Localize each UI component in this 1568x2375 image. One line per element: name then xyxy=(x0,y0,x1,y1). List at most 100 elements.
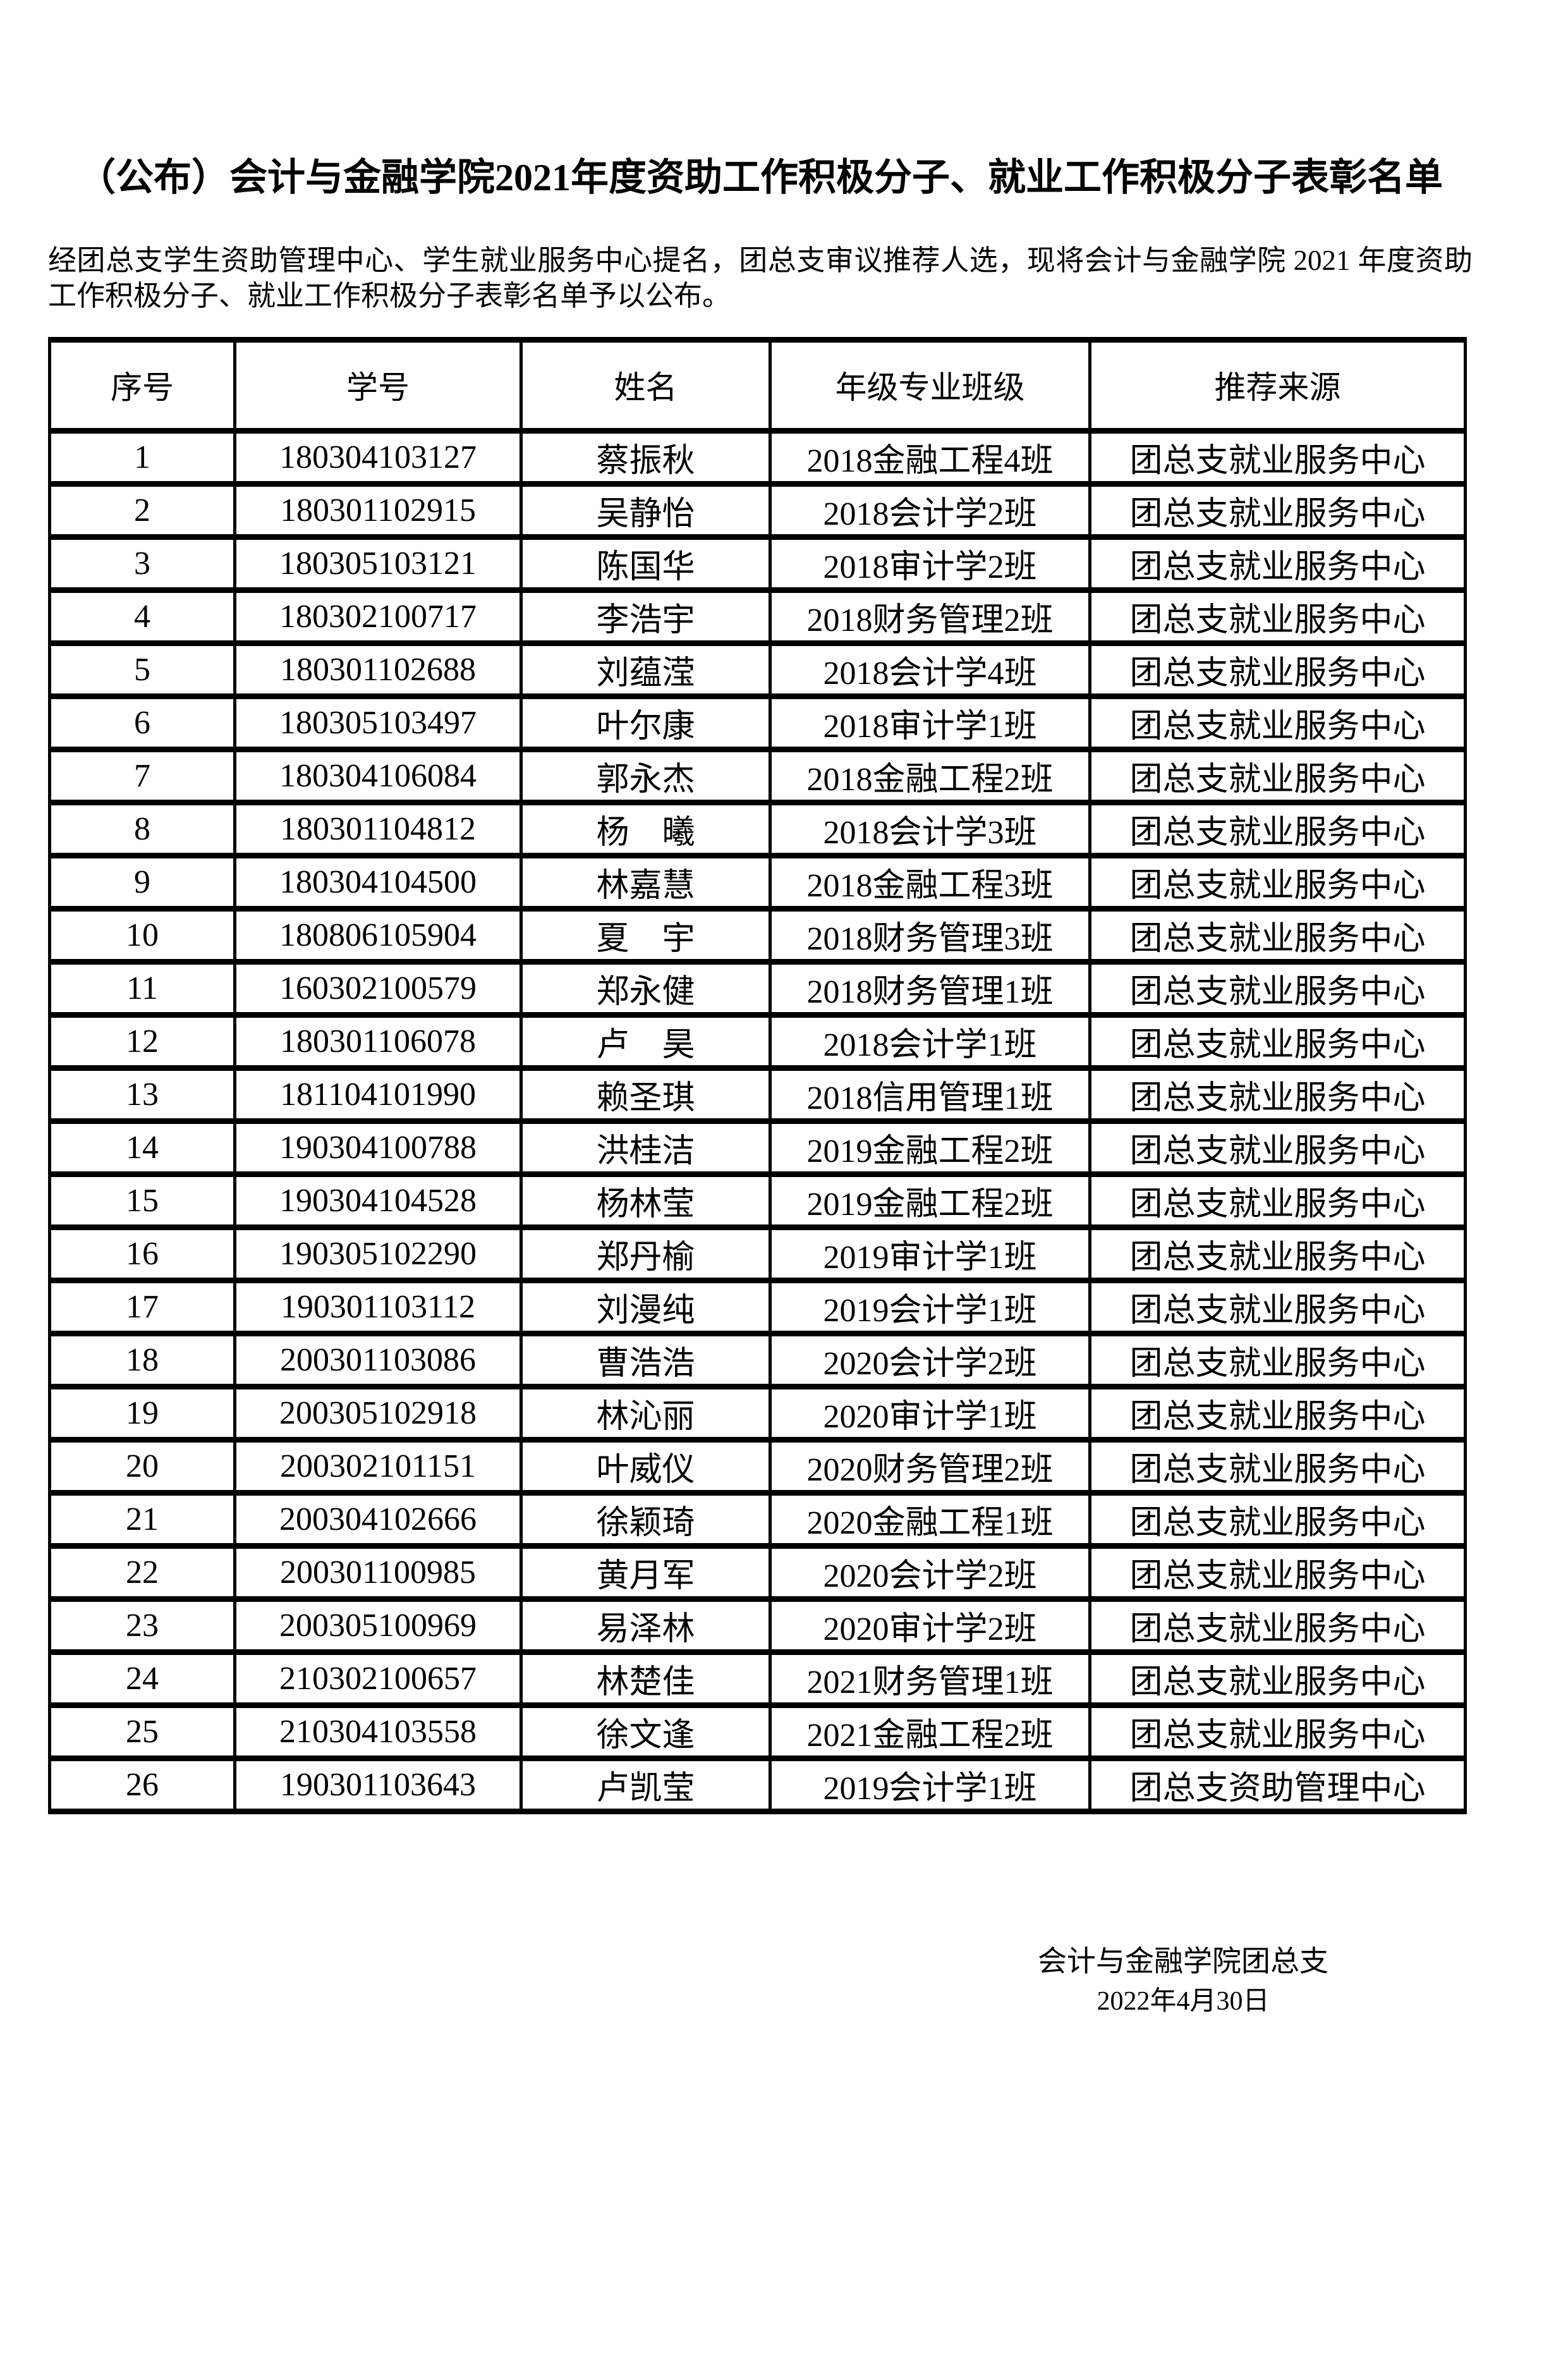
table-cell: 190304100788 xyxy=(233,1118,523,1177)
table-cell: 14 xyxy=(48,1118,236,1177)
table-cell: 团总支就业服务中心 xyxy=(1088,587,1467,646)
table-cell: 郑丹榆 xyxy=(520,1224,772,1283)
table-cell: 190301103112 xyxy=(233,1277,523,1336)
table-cell: 21 xyxy=(48,1489,236,1549)
table-cell: 200301103086 xyxy=(233,1330,523,1389)
table-cell: 2020审计学2班 xyxy=(769,1596,1091,1655)
table-cell: 洪桂洁 xyxy=(520,1118,772,1177)
table-cell: 2018信用管理1班 xyxy=(769,1065,1091,1124)
table-cell: 郭永杰 xyxy=(520,746,772,805)
table-cell: 卢凯莹 xyxy=(520,1755,772,1814)
award-table: 序号 学号 姓名 年级专业班级 推荐来源 1 180304103127 蔡振秋 2018金融工… xyxy=(48,336,1467,1814)
table-cell: 团总支就业服务中心 xyxy=(1088,1224,1467,1283)
table-cell: 210304103558 xyxy=(233,1702,523,1761)
table-cell: 团总支就业服务中心 xyxy=(1088,958,1467,1018)
table-cell: 6 xyxy=(48,693,236,752)
table-cell: 2021财务管理1班 xyxy=(769,1649,1091,1708)
table-cell: 2018金融工程2班 xyxy=(769,746,1091,805)
table-row: 26 190301103643 卢凯莹 2019会计学1班 团总支资助管理中心 xyxy=(48,1755,1467,1814)
table-row: 16 190305102290 郑丹榆 2019审计学1班 团总支就业服务中心 xyxy=(48,1224,1467,1283)
table-cell: 2018财务管理1班 xyxy=(769,958,1091,1018)
table-cell: 叶尔康 xyxy=(520,693,772,752)
table-cell: 团总支就业服务中心 xyxy=(1088,852,1467,912)
table-cell: 23 xyxy=(48,1596,236,1655)
signature-block: 会计与金融学院团总支 2022年4月30日 xyxy=(1038,1941,1328,2022)
table-cell: 11 xyxy=(48,958,236,1018)
table-row: 24 210302100657 林楚佳 2021财务管理1班 团总支就业服务中心 xyxy=(48,1649,1467,1708)
table-cell: 团总支就业服务中心 xyxy=(1088,480,1467,540)
table-cell: 团总支就业服务中心 xyxy=(1088,1489,1467,1549)
table-cell: 190305102290 xyxy=(233,1224,523,1283)
intro-paragraph: 经团总支学生资助管理中心、学生就业服务中心提名，团总支审议推荐人选，现将会计与金… xyxy=(48,245,1473,312)
table-cell: 蔡振秋 xyxy=(520,427,772,487)
table-row: 2 180301102915 吴静怡 2018会计学2班 团总支就业服务中心 xyxy=(48,480,1467,540)
table-cell: 5 xyxy=(48,640,236,699)
table-cell: 团总支就业服务中心 xyxy=(1088,534,1467,593)
table-row: 1 180304103127 蔡振秋 2018金融工程4班 团总支就业服务中心 xyxy=(48,427,1467,487)
table-cell: 团总支就业服务中心 xyxy=(1088,905,1467,965)
table-cell: 17 xyxy=(48,1277,236,1336)
table-cell: 2020金融工程1班 xyxy=(769,1489,1091,1549)
column-header: 学号 xyxy=(233,336,523,434)
table-cell: 杨林莹 xyxy=(520,1171,772,1230)
table-cell: 团总支就业服务中心 xyxy=(1088,1649,1467,1708)
document-page: （公布）会计与金融学院2021年度资助工作积极分子、就业工作积极分子表彰名单 经… xyxy=(0,157,1568,2375)
table-row: 10 180806105904 夏 宇 2018财务管理3班 团总支就业服务中心 xyxy=(48,905,1467,965)
table-row: 4 180302100717 李浩宇 2018财务管理2班 团总支就业服务中心 xyxy=(48,587,1467,646)
table-header-row: 序号 学号 姓名 年级专业班级 推荐来源 xyxy=(48,336,1467,434)
table-cell: 160302100579 xyxy=(233,958,523,1018)
table-cell: 200305100969 xyxy=(233,1596,523,1655)
table-cell: 2018会计学3班 xyxy=(769,799,1091,858)
table-cell: 12 xyxy=(48,1011,236,1071)
table-cell: 2018会计学1班 xyxy=(769,1011,1091,1071)
table-cell: 9 xyxy=(48,852,236,912)
table-cell: 2018金融工程4班 xyxy=(769,427,1091,487)
table-cell: 180304106084 xyxy=(233,746,523,805)
table-row: 23 200305100969 易泽林 2020审计学2班 团总支就业服务中心 xyxy=(48,1596,1467,1655)
table-row: 12 180301106078 卢 昊 2018会计学1班 团总支就业服务中心 xyxy=(48,1011,1467,1071)
table-cell: 24 xyxy=(48,1649,236,1708)
table-cell: 卢 昊 xyxy=(520,1011,772,1071)
table-cell: 团总支就业服务中心 xyxy=(1088,427,1467,487)
table-cell: 团总支就业服务中心 xyxy=(1088,1702,1467,1761)
table-cell: 22 xyxy=(48,1542,236,1602)
table-cell: 团总支就业服务中心 xyxy=(1088,746,1467,805)
table-cell: 2018会计学2班 xyxy=(769,480,1091,540)
table-cell: 团总支就业服务中心 xyxy=(1088,1542,1467,1602)
table-cell: 刘漫纯 xyxy=(520,1277,772,1336)
table-cell: 190301103643 xyxy=(233,1755,523,1814)
table-cell: 4 xyxy=(48,587,236,646)
table-cell: 180305103121 xyxy=(233,534,523,593)
table-cell: 200301100985 xyxy=(233,1542,523,1602)
table-row: 19 200305102918 林沁丽 2020审计学1班 团总支就业服务中心 xyxy=(48,1383,1467,1443)
table-row: 9 180304104500 林嘉慧 2018金融工程3班 团总支就业服务中心 xyxy=(48,852,1467,912)
table-cell: 陈国华 xyxy=(520,534,772,593)
column-header: 推荐来源 xyxy=(1088,336,1467,434)
page-title: （公布）会计与金融学院2021年度资助工作积极分子、就业工作积极分子表彰名单 xyxy=(78,157,1443,198)
table-cell: 1 xyxy=(48,427,236,487)
table-cell: 2018财务管理3班 xyxy=(769,905,1091,965)
table-cell: 19 xyxy=(48,1383,236,1443)
table-cell: 徐颖琦 xyxy=(520,1489,772,1549)
table-row: 20 200302101151 叶威仪 2020财务管理2班 团总支就业服务中心 xyxy=(48,1436,1467,1496)
table-cell: 2019金融工程2班 xyxy=(769,1118,1091,1177)
table-row: 21 200304102666 徐颖琦 2020金融工程1班 团总支就业服务中心 xyxy=(48,1489,1467,1549)
table-cell: 180301104812 xyxy=(233,799,523,858)
signature-date: 2022年4月30日 xyxy=(1097,1987,1270,2017)
table-cell: 团总支就业服务中心 xyxy=(1088,1118,1467,1177)
table-row: 13 181104101990 赖圣琪 2018信用管理1班 团总支就业服务中心 xyxy=(48,1065,1467,1124)
table-row: 5 180301102688 刘蕴滢 2018会计学4班 团总支就业服务中心 xyxy=(48,640,1467,699)
table-cell: 180806105904 xyxy=(233,905,523,965)
table-cell: 190304104528 xyxy=(233,1171,523,1230)
table-row: 3 180305103121 陈国华 2018审计学2班 团总支就业服务中心 xyxy=(48,534,1467,593)
table-cell: 2019会计学1班 xyxy=(769,1277,1091,1336)
table-cell: 2018审计学2班 xyxy=(769,534,1091,593)
table-cell: 181104101990 xyxy=(233,1065,523,1124)
table-row: 18 200301103086 曹浩浩 2020会计学2班 团总支就业服务中心 xyxy=(48,1330,1467,1389)
table-cell: 团总支资助管理中心 xyxy=(1088,1755,1467,1814)
table-cell: 团总支就业服务中心 xyxy=(1088,693,1467,752)
table-body: 1 180304103127 蔡振秋 2018金融工程4班 团总支就业服务中心 2 1803… xyxy=(48,427,1467,1814)
table-cell: 团总支就业服务中心 xyxy=(1088,799,1467,858)
table-cell: 10 xyxy=(48,905,236,965)
table-cell: 25 xyxy=(48,1702,236,1761)
